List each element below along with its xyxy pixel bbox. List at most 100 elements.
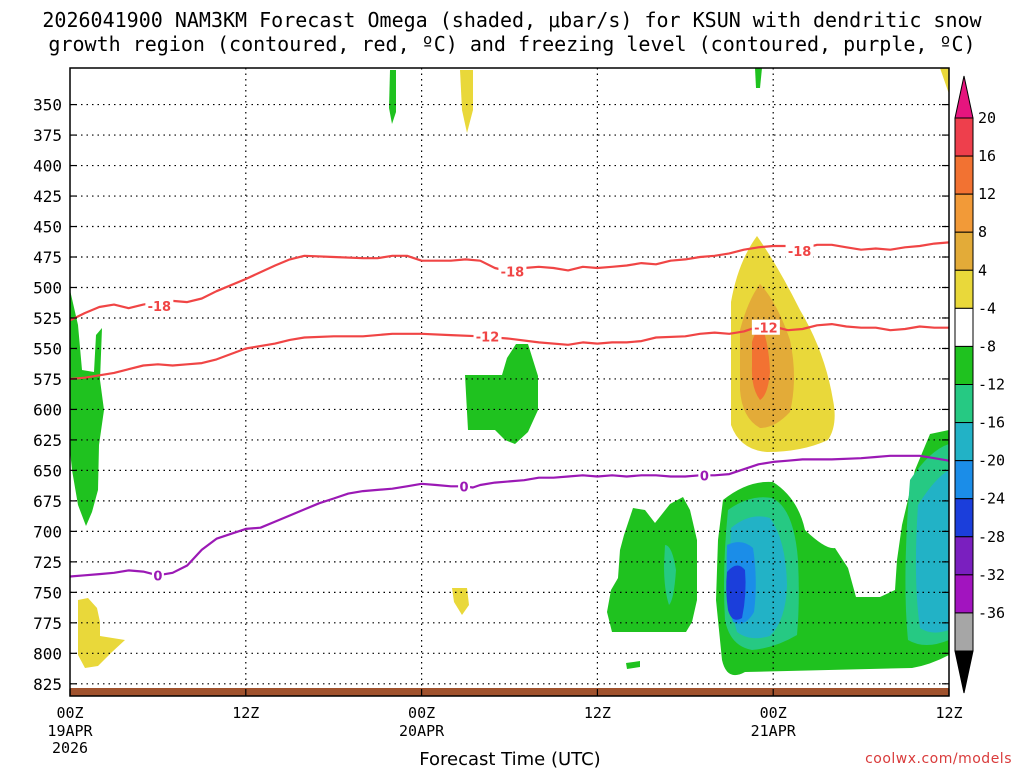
omega-shade bbox=[664, 545, 676, 605]
x-tick-label: 00Z bbox=[56, 704, 83, 722]
contour-line bbox=[70, 323, 949, 381]
colorbar-label: 16 bbox=[978, 147, 996, 165]
chart-title-line1: 2026041900 NAM3KM Forecast Omega (shaded… bbox=[42, 8, 982, 32]
omega-shade bbox=[452, 588, 469, 615]
x-tick-date: 20APR bbox=[399, 722, 445, 740]
omega-shade bbox=[626, 661, 640, 669]
contour-label-bg bbox=[751, 319, 780, 335]
y-tick-label: 625 bbox=[33, 431, 62, 450]
y-tick-label: 425 bbox=[33, 187, 62, 206]
contour-label: -12 bbox=[754, 322, 778, 337]
colorbar-swatch bbox=[954, 307, 974, 347]
omega-shade bbox=[751, 326, 770, 400]
colorbar-label: -36 bbox=[978, 604, 1005, 622]
contour-label-bg bbox=[785, 242, 814, 258]
colorbar-swatch bbox=[954, 193, 974, 233]
y-tick-label: 650 bbox=[33, 461, 62, 480]
y-tick-label: 800 bbox=[33, 644, 62, 663]
colorbar: 20 16 12 8 4 -4 -8 -12 -16 -20 -24 -28 -32 -36 bbox=[954, 75, 1005, 694]
colorbar-swatch bbox=[954, 574, 974, 614]
contour-label-bg bbox=[498, 263, 527, 279]
contour-label-bg bbox=[698, 467, 711, 483]
omega-shade bbox=[915, 470, 949, 633]
y-tick-label: 525 bbox=[33, 309, 62, 328]
chart-title-line2: growth region (contoured, red, ºC) and f… bbox=[48, 32, 975, 56]
colorbar-label: 20 bbox=[978, 109, 996, 127]
colorbar-label: 4 bbox=[978, 261, 987, 279]
y-tick-label: 575 bbox=[33, 370, 62, 389]
colorbar-swatch bbox=[954, 498, 974, 538]
isotherm-contours bbox=[70, 241, 949, 578]
y-tick-label: 675 bbox=[33, 492, 62, 511]
colorbar-label: -4 bbox=[978, 299, 996, 317]
x-tick-label: 12Z bbox=[232, 704, 259, 722]
contour-labels: -18 -18 -18 -12 -12 0 0 0 bbox=[145, 242, 814, 584]
colorbar-swatch bbox=[954, 460, 974, 500]
omega-shade bbox=[940, 68, 949, 94]
y-axis: 350 375 400 425 450 475 500 525 550 575 600 625 650 6… bbox=[33, 96, 949, 694]
x-tick-label: 12Z bbox=[584, 704, 611, 722]
contour-label: -18 bbox=[148, 300, 172, 315]
omega-shade bbox=[78, 598, 125, 668]
y-tick-label: 400 bbox=[33, 157, 62, 176]
omega-shade bbox=[755, 68, 762, 88]
omega-shade bbox=[465, 344, 538, 444]
colorbar-swatch bbox=[954, 231, 974, 271]
colorbar-swatch bbox=[954, 155, 974, 195]
y-tick-label: 475 bbox=[33, 248, 62, 267]
x-tick-label: 12Z bbox=[935, 704, 962, 722]
omega-shading bbox=[70, 68, 949, 676]
colorbar-label: -16 bbox=[978, 414, 1005, 432]
contour-label: -18 bbox=[501, 266, 525, 281]
x-tick-year: 2026 bbox=[52, 739, 88, 757]
colorbar-swatch bbox=[954, 269, 974, 309]
y-tick-label: 750 bbox=[33, 583, 62, 602]
contour-label-bg bbox=[145, 297, 174, 313]
plot-area bbox=[70, 68, 949, 696]
plot-frame bbox=[69, 67, 950, 697]
contour-label: 0 bbox=[700, 469, 709, 484]
colorbar-label: -12 bbox=[978, 376, 1005, 394]
x-tick-label: 00Z bbox=[408, 704, 435, 722]
omega-shade bbox=[389, 70, 396, 124]
y-tick-label: 350 bbox=[33, 96, 62, 115]
colorbar-label: 8 bbox=[978, 223, 987, 241]
omega-shade bbox=[70, 290, 104, 526]
y-tick-label: 550 bbox=[33, 339, 62, 358]
y-tick-label: 725 bbox=[33, 553, 62, 572]
contour-label-bg bbox=[151, 567, 164, 583]
colorbar-label: 12 bbox=[978, 185, 996, 203]
colorbar-swatch bbox=[954, 117, 974, 157]
colorbar-swatch bbox=[954, 384, 974, 424]
terrain-surface bbox=[70, 688, 949, 696]
grid bbox=[70, 68, 949, 696]
x-axis-label: Forecast Time (UTC) bbox=[419, 749, 600, 768]
colorbar-bottom-arrow bbox=[954, 650, 974, 694]
contour-label-bg bbox=[473, 328, 502, 344]
y-tick-label: 775 bbox=[33, 614, 62, 633]
y-tick-label: 450 bbox=[33, 218, 62, 237]
colorbar-top-arrow bbox=[954, 75, 974, 119]
contour-line bbox=[70, 241, 949, 322]
x-tick-date: 21APR bbox=[751, 722, 797, 740]
contour-label: -12 bbox=[476, 330, 500, 345]
colorbar-label: -8 bbox=[978, 337, 996, 355]
omega-shade bbox=[607, 497, 697, 632]
colorbar-swatch bbox=[954, 422, 974, 462]
x-tick-date: 19APR bbox=[47, 722, 93, 740]
y-tick-label: 825 bbox=[33, 675, 62, 694]
colorbar-label: -24 bbox=[978, 490, 1005, 508]
omega-shade bbox=[460, 70, 473, 133]
colorbar-swatch bbox=[954, 612, 974, 652]
colorbar-label: -32 bbox=[978, 566, 1005, 584]
y-tick-label: 500 bbox=[33, 278, 62, 297]
y-tick-label: 375 bbox=[33, 126, 62, 145]
x-tick-label: 00Z bbox=[760, 704, 787, 722]
y-tick-label: 700 bbox=[33, 522, 62, 541]
colorbar-swatch bbox=[954, 536, 974, 576]
contour-label: 0 bbox=[153, 569, 162, 584]
contour-line bbox=[70, 454, 949, 578]
credit-label: coolwx.com/models bbox=[865, 751, 1012, 767]
